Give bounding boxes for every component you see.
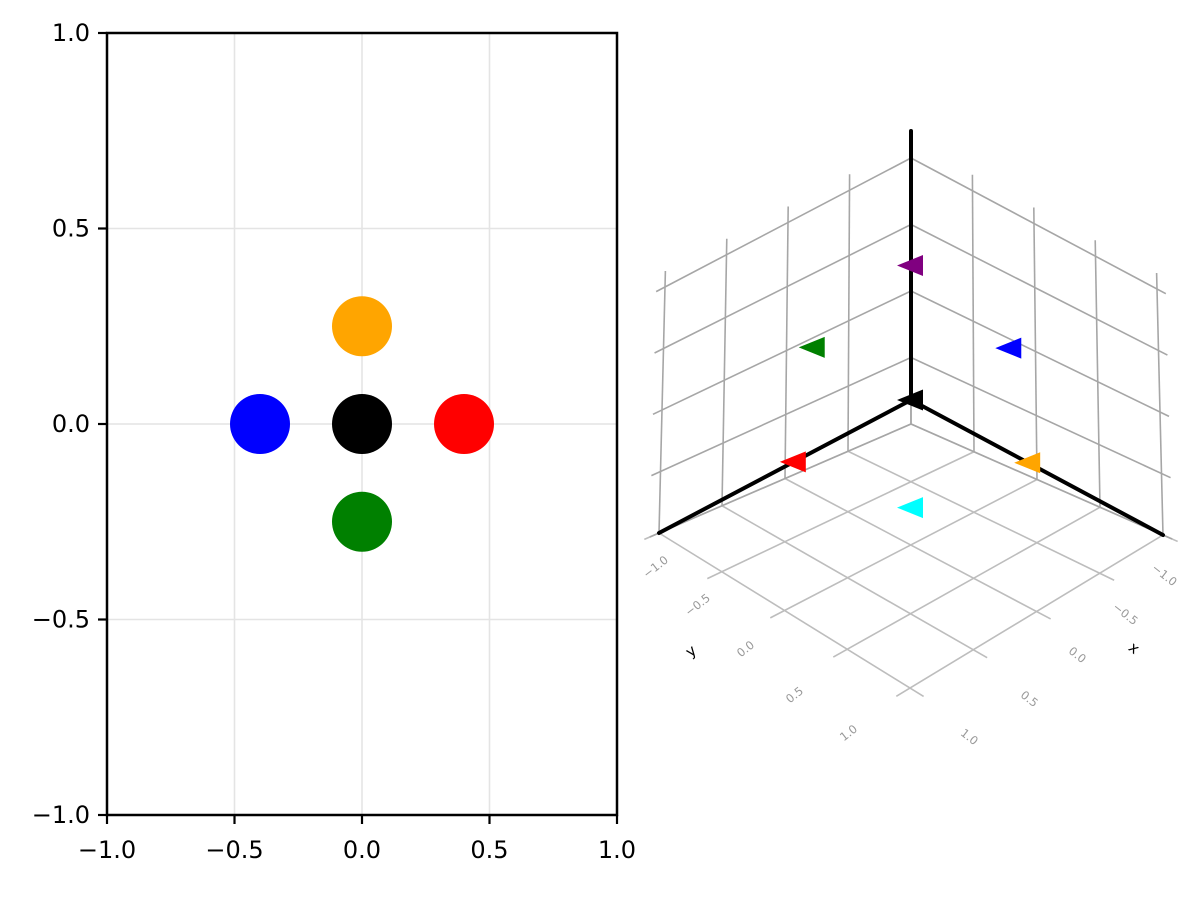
right-wall-gridline-horizontal xyxy=(910,290,1170,418)
x-tick-label: 1.0 xyxy=(598,836,636,864)
left-wall-gridline-vertical xyxy=(847,174,851,452)
x3d-tick-label: 0.5 xyxy=(1018,688,1041,710)
left-plot-markers xyxy=(230,296,494,552)
triangle-marker-red xyxy=(779,451,806,473)
floor-gridline-y xyxy=(706,451,975,580)
right-plot-axis-lines xyxy=(657,129,1165,537)
left-wall-gridline-horizontal xyxy=(655,157,912,293)
x-tick-label: −0.5 xyxy=(205,836,263,864)
left-wall-gridline-horizontal xyxy=(651,356,912,477)
scatter-point-black xyxy=(332,394,392,454)
triangle-marker-green xyxy=(798,336,825,358)
y3d-tick-label: −0.5 xyxy=(682,591,713,619)
left-plot-axes-frame xyxy=(105,31,619,817)
floor-gridline-y xyxy=(832,506,1101,658)
x3d-tick-label: −0.5 xyxy=(1110,600,1141,628)
floor-gridline-y xyxy=(895,534,1164,697)
triangle-marker-cyan xyxy=(897,497,923,519)
y3d-tick-label: −1.0 xyxy=(640,553,671,581)
right-wall-gridline-vertical xyxy=(1155,272,1164,536)
right-plot-pane-gridlines xyxy=(643,142,1178,698)
scatter-point-green xyxy=(332,491,392,552)
y-tick-label: 0.5 xyxy=(52,215,90,243)
floor-gridline-x xyxy=(658,532,925,698)
left-wall-gridline-vertical xyxy=(721,238,728,506)
floor-gridline-x xyxy=(784,477,1052,620)
triangle-marker-purple xyxy=(897,255,923,276)
right-3d-plot: −1.0 −0.5 0.0 0.5 1.0 −1.0 −0.5 0.0 0.5 1.0 y x xyxy=(640,129,1180,748)
floor-gridline-x xyxy=(847,450,1115,581)
right-wall-gridline-horizontal xyxy=(910,157,1167,295)
x3d-tick-label: −1.0 xyxy=(1149,561,1180,589)
y-tick-label: −1.0 xyxy=(32,801,90,829)
left-wall-gridline-vertical xyxy=(658,270,667,534)
floor-gridline-y xyxy=(769,478,1038,619)
y3d-tick-label: 0.0 xyxy=(734,638,757,660)
x3d-axis-label: x xyxy=(1125,638,1143,658)
floor-gridline-x xyxy=(721,505,988,659)
right-wall-gridline-horizontal xyxy=(910,423,1173,540)
y-tick-label: 0.0 xyxy=(52,410,90,438)
left-plot-tick-marks xyxy=(98,31,619,824)
y-tick-label: 1.0 xyxy=(52,19,90,47)
left-wall-gridline-horizontal xyxy=(654,223,912,354)
left-plot-tick-labels: −1.0 −0.5 0.0 0.5 1.0 −1.0 −0.5 0.0 0.5 1.0 xyxy=(32,19,636,864)
left-wall-gridline-horizontal xyxy=(652,290,912,416)
x-tick-label: −1.0 xyxy=(78,836,136,864)
triangle-marker-blue xyxy=(995,337,1022,359)
right-wall-gridline-horizontal xyxy=(910,223,1168,356)
right-wall-gridline-vertical xyxy=(971,174,975,452)
scatter-point-red xyxy=(434,394,494,454)
left-2d-plot: −1.0 −0.5 0.0 0.5 1.0 −1.0 −0.5 0.0 0.5 1.0 xyxy=(32,19,636,864)
triangle-marker-black xyxy=(897,389,923,411)
y-axis-line xyxy=(657,398,913,535)
y3d-tick-label: 1.0 xyxy=(837,722,860,744)
triangle-marker-orange xyxy=(1014,452,1041,474)
y-tick-label: −0.5 xyxy=(32,606,90,634)
scatter-point-blue xyxy=(230,394,290,454)
right-plot-markers xyxy=(779,255,1041,519)
y3d-tick-label: 0.5 xyxy=(783,684,806,706)
x-tick-label: 0.0 xyxy=(343,836,381,864)
right-plot-tick-labels: −1.0 −0.5 0.0 0.5 1.0 −1.0 −0.5 0.0 0.5 1.0 y x xyxy=(640,553,1180,748)
left-wall-gridline-horizontal xyxy=(649,423,912,538)
left-wall-gridline-vertical xyxy=(784,206,789,479)
y3d-axis-label: y xyxy=(682,641,700,661)
scatter-point-orange xyxy=(332,296,392,357)
right-wall-gridline-horizontal xyxy=(910,356,1171,479)
right-wall-gridline-vertical xyxy=(1094,240,1101,508)
x-tick-label: 0.5 xyxy=(470,836,508,864)
x3d-tick-label: 1.0 xyxy=(958,726,981,748)
right-wall-gridline-vertical xyxy=(1033,207,1038,480)
x3d-tick-label: 0.0 xyxy=(1066,644,1089,666)
